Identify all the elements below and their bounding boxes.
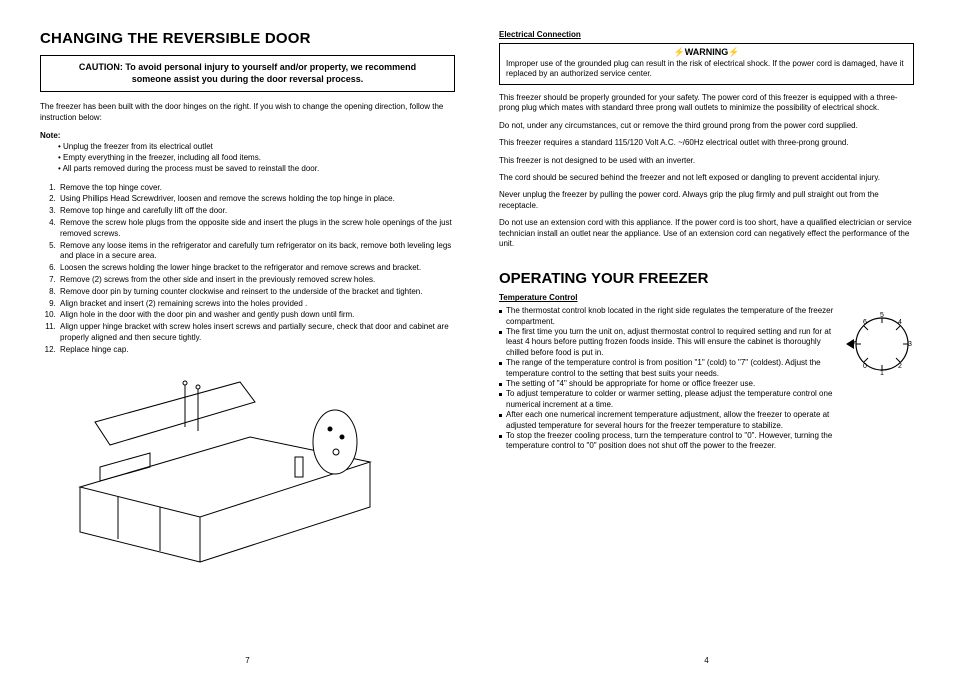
tc-item: To stop the freezer cooling process, tur… (499, 431, 840, 452)
tc-item: The range of the temperature control is … (499, 358, 840, 379)
step-item: Remove the screw hole plugs from the opp… (58, 218, 455, 240)
ec-paragraph: Never unplug the freezer by pulling the … (499, 190, 914, 211)
intro-paragraph: The freezer has been built with the door… (40, 102, 455, 123)
warning-box: ⚡WARNING⚡ Improper use of the grounded p… (499, 43, 914, 85)
note-list: Unplug the freezer from its electrical o… (40, 142, 455, 174)
ec-paragraph: Do not use an extension cord with this a… (499, 218, 914, 249)
ec-paragraph: This freezer should be properly grounded… (499, 93, 914, 114)
step-item: Replace hinge cap. (58, 345, 455, 356)
dial-label: 7 (852, 341, 856, 348)
ec-paragraph: This freezer requires a standard 115/120… (499, 138, 914, 148)
step-item: Remove top hinge and carefully lift off … (58, 206, 455, 217)
note-item: All parts removed during the process mus… (58, 164, 455, 175)
tc-item: The first time you turn the unit on, adj… (499, 327, 840, 358)
tc-item: The setting of "4" should be appropriate… (499, 379, 840, 389)
ec-paragraph: The cord should be secured behind the fr… (499, 173, 914, 183)
dial-label: 2 (898, 363, 902, 370)
caution-text: CAUTION: To avoid personal injury to you… (79, 62, 416, 84)
step-item: Align upper hinge bracket with screw hol… (58, 322, 455, 344)
step-item: Remove any loose items in the refrigerat… (58, 241, 455, 263)
step-item: Loosen the screws holding the lower hing… (58, 263, 455, 274)
bolt-icon: ⚡ (674, 47, 685, 57)
tc-item: To adjust temperature to colder or warme… (499, 389, 840, 410)
note-heading: Note: (40, 131, 455, 140)
step-item: Using Phillips Head Screwdriver, loosen … (58, 194, 455, 205)
ec-paragraph: This freezer is not designed to be used … (499, 156, 914, 166)
step-item: Remove (2) screws from the other side an… (58, 275, 455, 286)
dial-label: 6 (863, 319, 867, 326)
left-page-number: 7 (40, 650, 455, 665)
right-page-number: 4 (499, 650, 914, 665)
warning-body: Improper use of the grounded plug can re… (506, 59, 907, 79)
step-item: Align bracket and insert (2) remaining s… (58, 299, 455, 310)
dial-label: 0 (863, 363, 867, 370)
note-item: Empty everything in the freezer, includi… (58, 153, 455, 164)
tc-list: The thermostat control knob located in t… (499, 306, 840, 451)
dial-label: 1 (880, 370, 884, 376)
tc-item: After each one numerical increment tempe… (499, 410, 840, 431)
operating-title: OPERATING YOUR FREEZER (499, 270, 914, 287)
bolt-icon: ⚡ (728, 47, 739, 57)
door-diagram-svg (40, 367, 390, 567)
steps-list: Remove the top hinge cover. Using Philli… (40, 183, 455, 357)
caution-box: CAUTION: To avoid personal injury to you… (40, 55, 455, 92)
tc-item: The thermostat control knob located in t… (499, 306, 840, 327)
warning-title-text: WARNING (685, 47, 729, 57)
dial-svg: 6 5 4 3 2 1 0 7 (846, 308, 914, 376)
step-item: Align hole in the door with the door pin… (58, 310, 455, 321)
left-title: CHANGING THE REVERSIBLE DOOR (40, 30, 455, 47)
dial-label: 3 (908, 341, 912, 348)
ec-paragraph: Do not, under any circumstances, cut or … (499, 121, 914, 131)
warning-title: ⚡WARNING⚡ (506, 47, 907, 58)
dial-label: 5 (880, 312, 884, 319)
thermostat-dial: 6 5 4 3 2 1 0 7 (846, 308, 914, 451)
temperature-control-heading: Temperature Control (499, 293, 914, 302)
door-diagram (40, 367, 455, 572)
right-page: Electrical Connection ⚡WARNING⚡ Improper… (499, 30, 914, 665)
step-item: Remove door pin by turning counter clock… (58, 287, 455, 298)
dial-label: 4 (898, 319, 902, 326)
step-item: Remove the top hinge cover. (58, 183, 455, 194)
tc-section: The thermostat control knob located in t… (499, 306, 914, 451)
electrical-connection-heading: Electrical Connection (499, 30, 914, 39)
left-page: CHANGING THE REVERSIBLE DOOR CAUTION: To… (40, 30, 455, 665)
note-item: Unplug the freezer from its electrical o… (58, 142, 455, 153)
